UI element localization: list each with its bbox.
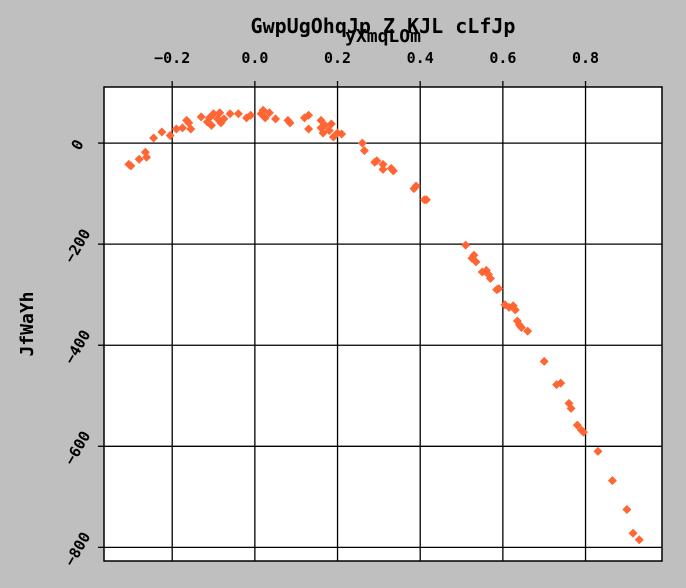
data-point [578, 427, 588, 437]
data-point [556, 378, 566, 388]
data-point [388, 166, 398, 176]
data-point [320, 120, 330, 130]
data-point [225, 109, 235, 119]
data-point [523, 326, 533, 336]
data-point [461, 240, 471, 250]
data-point [264, 108, 274, 118]
x-tick-label: 0.4 [407, 49, 434, 67]
data-point [628, 528, 638, 538]
data-point [157, 127, 167, 137]
x-tick-label: 0.8 [572, 49, 599, 67]
data-point [411, 181, 421, 191]
y-tick-label: −400 [61, 327, 95, 367]
gridlines [104, 87, 662, 561]
data-point [359, 146, 369, 156]
data-points [124, 105, 644, 545]
data-point [149, 133, 159, 143]
y-tick-label: −600 [61, 428, 95, 468]
plot-frame [103, 86, 663, 562]
y-tick-label: 0 [68, 136, 88, 153]
data-point [215, 108, 225, 118]
y-tick-label: −800 [61, 529, 95, 569]
x-tick-label: 0.6 [489, 49, 516, 67]
data-point [378, 159, 388, 169]
data-point [471, 257, 481, 267]
data-point [206, 120, 216, 130]
data-point [134, 154, 144, 164]
data-point [165, 131, 175, 141]
data-point [421, 195, 431, 205]
data-point [326, 119, 336, 129]
data-point [357, 138, 367, 148]
data-point [209, 109, 219, 119]
data-point [304, 110, 314, 120]
data-point [593, 446, 603, 456]
data-point [246, 110, 256, 120]
data-point [260, 113, 270, 123]
data-point [142, 152, 152, 162]
data-point [469, 250, 479, 260]
data-point [337, 129, 347, 139]
data-point [622, 504, 632, 514]
y-tick-label: −200 [61, 226, 95, 266]
data-point [219, 114, 229, 124]
x-axis-label: yXmqLOm [345, 26, 421, 47]
data-point [372, 156, 382, 166]
data-point [285, 118, 295, 128]
x-tick-label: 0.0 [241, 49, 268, 67]
plot-area [104, 87, 662, 561]
data-point [324, 125, 334, 135]
data-point [316, 115, 326, 125]
data-point [607, 476, 617, 486]
data-point [539, 356, 549, 366]
x-tick-label: −0.2 [154, 49, 190, 67]
data-point [126, 161, 136, 171]
data-point [304, 124, 314, 134]
data-point [186, 124, 196, 134]
data-point [171, 124, 181, 134]
data-point [271, 114, 281, 124]
data-point [178, 123, 188, 133]
data-point [196, 112, 206, 122]
data-point [516, 323, 526, 333]
data-point [378, 164, 388, 174]
data-point [566, 403, 576, 413]
data-point [572, 420, 582, 430]
x-tick-label: 0.2 [324, 49, 351, 67]
data-point [634, 535, 644, 545]
y-axis-label: JfWaYh [17, 291, 38, 356]
chart-title: GwpUgOhqJp Z KJL cLfJp [251, 14, 516, 38]
data-point [510, 305, 520, 315]
data-point [494, 284, 504, 294]
data-point [233, 109, 243, 119]
data-point [485, 274, 495, 284]
